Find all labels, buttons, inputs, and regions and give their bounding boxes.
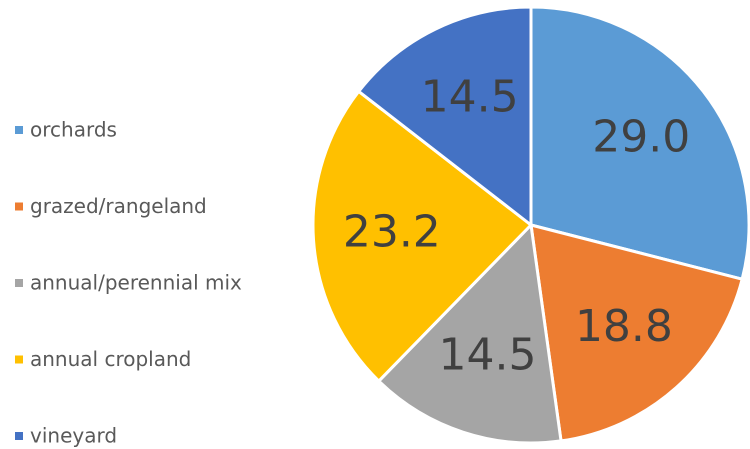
legend-text: annual cropland	[30, 347, 191, 371]
legend-text: grazed/rangeland	[30, 194, 207, 218]
legend-text: annual/perennial mix	[30, 271, 242, 295]
legend-marker	[15, 432, 23, 440]
pie-slice	[529, 5, 750, 282]
pie-slice	[376, 221, 563, 445]
slice-label: 29.0	[592, 111, 690, 162]
legend-marker	[15, 355, 23, 364]
slice-label: 18.8	[575, 301, 673, 352]
legend-text: orchards	[30, 118, 117, 142]
slice-label: 23.2	[343, 207, 441, 258]
pie-slice	[529, 222, 744, 443]
slice-label: 14.5	[438, 330, 536, 381]
pie-slice	[311, 89, 534, 384]
pie-slice	[356, 5, 533, 229]
legend-marker	[15, 126, 23, 134]
legend-text: vineyard	[30, 424, 117, 448]
legend-marker	[15, 202, 23, 211]
slice-label: 14.5	[421, 72, 519, 123]
legend-marker	[15, 279, 23, 287]
